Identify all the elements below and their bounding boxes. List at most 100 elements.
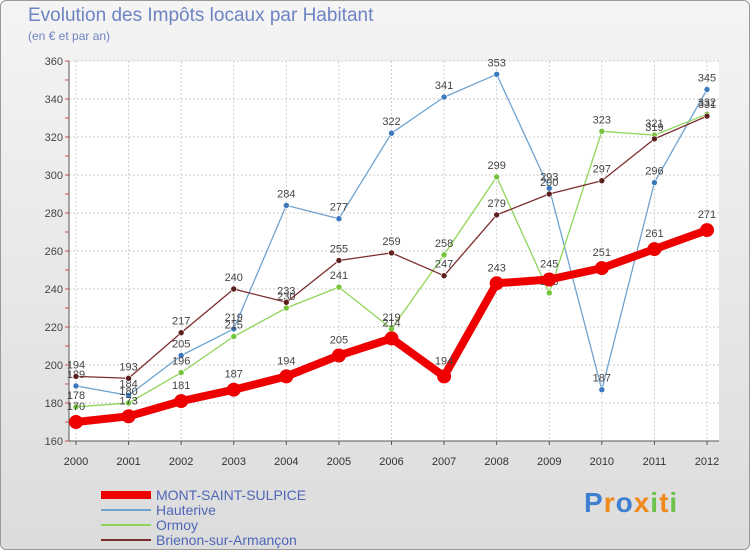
y-tick-label: 240 xyxy=(45,284,63,296)
data-label: 173 xyxy=(119,395,137,407)
data-label: 331 xyxy=(698,99,716,111)
data-point xyxy=(283,202,290,209)
data-point xyxy=(72,382,80,390)
data-label: 241 xyxy=(330,270,348,282)
data-point xyxy=(594,261,609,276)
data-point xyxy=(72,373,80,380)
data-label: 194 xyxy=(67,359,85,371)
data-label: 321 xyxy=(645,118,663,130)
data-label: 245 xyxy=(540,259,558,271)
x-tick-label: 2000 xyxy=(64,456,88,468)
data-label: 230 xyxy=(277,291,295,303)
data-label: 219 xyxy=(225,312,243,324)
data-point xyxy=(703,86,711,93)
data-point xyxy=(125,374,132,382)
data-label: 323 xyxy=(593,114,611,126)
y-tick-label: 180 xyxy=(45,398,63,410)
logo-letter: i xyxy=(669,487,679,518)
logo-letter: o xyxy=(615,487,634,518)
logo-letter: P xyxy=(584,487,604,518)
data-label: 279 xyxy=(487,198,505,210)
data-label: 284 xyxy=(277,188,295,200)
x-tick-label: 2002 xyxy=(169,456,193,468)
data-point xyxy=(493,71,500,78)
data-label: 240 xyxy=(225,272,243,284)
legend-item-ormoy: Ormoy xyxy=(101,517,198,533)
y-tick-label: 280 xyxy=(45,208,63,220)
data-point xyxy=(651,135,658,143)
data-point xyxy=(230,333,238,340)
x-tick-label: 2011 xyxy=(643,456,667,468)
data-point xyxy=(598,386,606,394)
data-label: 205 xyxy=(330,335,348,347)
y-tick-label: 220 xyxy=(45,322,63,334)
data-label: 184 xyxy=(119,378,137,390)
data-point xyxy=(703,112,711,120)
x-tick-label: 2007 xyxy=(432,456,456,468)
legend-swatch xyxy=(101,509,151,511)
data-label: 170 xyxy=(67,401,85,413)
data-point xyxy=(177,369,185,376)
y-tick-label: 320 xyxy=(45,132,63,144)
logo-letter: i xyxy=(650,487,660,518)
x-tick-label: 2001 xyxy=(116,456,140,468)
legend-label: MONT-SAINT-SULPICE xyxy=(156,487,307,503)
x-tick-label: 2006 xyxy=(379,456,403,468)
x-tick-label: 2005 xyxy=(327,456,351,468)
logo-letter: x xyxy=(633,487,651,518)
x-tick-label: 2004 xyxy=(274,456,298,468)
data-point xyxy=(493,173,500,181)
data-point xyxy=(647,242,662,257)
data-point xyxy=(440,251,448,259)
y-tick-label: 360 xyxy=(45,56,63,68)
y-tick-label: 340 xyxy=(45,94,63,106)
data-label: 214 xyxy=(382,317,400,329)
data-point xyxy=(542,272,557,287)
data-label: 251 xyxy=(593,247,611,259)
data-point xyxy=(545,289,553,297)
logo-letter: r xyxy=(603,487,616,518)
data-point xyxy=(598,177,606,184)
data-point xyxy=(230,285,238,293)
data-label: 341 xyxy=(435,80,453,92)
legend-item-brienon-sur-armancon: Brienon-sur-Armançon xyxy=(101,532,297,548)
data-point xyxy=(283,304,290,312)
legend-swatch xyxy=(101,539,151,541)
data-point xyxy=(177,352,185,359)
data-label: 322 xyxy=(382,116,400,128)
data-label: 196 xyxy=(172,356,190,368)
legend-item-hauterive: Hauterive xyxy=(101,502,216,518)
data-point xyxy=(226,382,241,397)
y-tick-label: 200 xyxy=(45,360,63,372)
data-point xyxy=(125,399,132,407)
data-label: 215 xyxy=(225,320,243,332)
data-point xyxy=(121,409,136,424)
proxiti-logo: Proxiti xyxy=(584,487,678,519)
data-label: 181 xyxy=(172,380,190,392)
data-point xyxy=(279,369,294,384)
data-point xyxy=(700,223,714,238)
legend-swatch xyxy=(101,491,151,499)
data-label: 261 xyxy=(645,228,663,240)
data-label: 332 xyxy=(698,97,716,109)
data-label: 277 xyxy=(330,202,348,214)
data-point xyxy=(651,179,658,186)
data-point xyxy=(437,369,452,384)
data-label: 297 xyxy=(593,164,611,176)
data-label: 290 xyxy=(540,177,558,189)
data-label: 187 xyxy=(593,373,611,385)
data-point xyxy=(489,276,504,291)
data-label: 299 xyxy=(487,160,505,172)
chart-subtitle: (en € et par an) xyxy=(28,29,111,43)
data-label: 259 xyxy=(382,236,400,248)
logo-letter: t xyxy=(659,487,670,518)
chart-title: Evolution des Impôts locaux par Habitant xyxy=(28,5,374,26)
data-point xyxy=(384,331,399,346)
legend-item-mont-saint-sulpice: MONT-SAINT-SULPICE xyxy=(101,487,306,503)
data-label: 194 xyxy=(277,355,295,367)
data-point xyxy=(72,403,80,411)
data-label: 293 xyxy=(540,171,558,183)
data-label: 296 xyxy=(645,166,663,178)
